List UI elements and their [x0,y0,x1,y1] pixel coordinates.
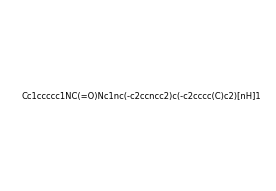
Text: Cc1ccccc1NC(=O)Nc1nc(-c2ccncc2)c(-c2cccc(C)c2)[nH]1: Cc1ccccc1NC(=O)Nc1nc(-c2ccncc2)c(-c2cccc… [22,92,261,101]
